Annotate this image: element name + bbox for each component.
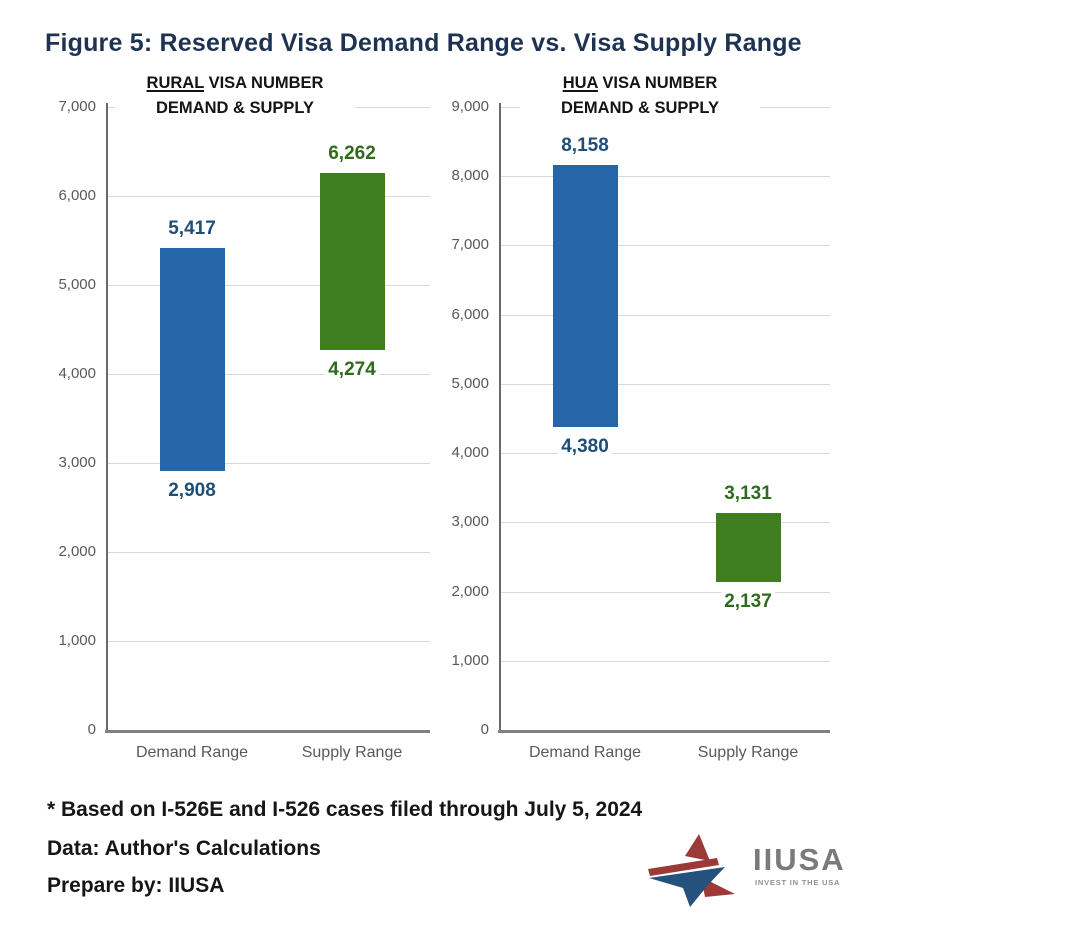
bar-low-label: 2,137 xyxy=(688,590,808,613)
y-tick-label: 3,000 xyxy=(58,454,96,471)
supply-range-bar xyxy=(319,172,385,350)
chart-title-line2: DEMAND & SUPPLY xyxy=(156,99,314,117)
iiusa-star-icon xyxy=(648,834,735,907)
chart-title: HUA VISA NUMBER DEMAND & SUPPLY xyxy=(520,71,760,121)
y-tick-label: 8,000 xyxy=(451,167,489,185)
y-tick-label: 5,000 xyxy=(451,374,489,392)
bar-high-label: 3,131 xyxy=(688,482,808,505)
y-tick-label: 1,000 xyxy=(451,651,489,669)
y-tick-label: 6,000 xyxy=(451,305,489,323)
chart-title-rest: VISA NUMBER xyxy=(597,74,718,92)
chart-title-underlined-word: HUA xyxy=(562,74,598,92)
y-tick-label: 0 xyxy=(480,721,489,738)
y-tick-label: 2,000 xyxy=(451,582,489,600)
category-label: Supply Range xyxy=(697,744,799,761)
y-gridline xyxy=(501,522,830,524)
x-axis-line xyxy=(498,730,830,733)
demand-range-bar xyxy=(552,165,618,427)
data-source-line: Data: Author's Calculations xyxy=(47,837,321,860)
bar-high-label: 5,417 xyxy=(132,217,252,240)
y-tick-label: 4,000 xyxy=(451,444,489,462)
y-tick-label: 0 xyxy=(87,721,96,738)
y-gridline xyxy=(108,374,430,375)
bar-high-label: 6,262 xyxy=(292,142,412,165)
y-tick-label: 4,000 xyxy=(58,365,96,382)
category-label: Demand Range xyxy=(528,744,642,761)
footnote: * Based on I-526E and I-526 cases filed … xyxy=(47,798,643,821)
y-gridline xyxy=(108,463,430,464)
y-tick-label: 9,000 xyxy=(451,98,489,115)
y-gridline xyxy=(501,383,830,385)
prepared-by-line: Prepare by: IIUSA xyxy=(47,874,225,897)
chart-title-rest: VISA NUMBER xyxy=(203,74,324,92)
chart-title: RURAL VISA NUMBER DEMAND & SUPPLY xyxy=(115,71,355,121)
y-tick-label: 6,000 xyxy=(58,187,96,204)
y-tick-label: 7,000 xyxy=(58,98,96,115)
x-axis-line xyxy=(105,730,430,733)
y-tick-label: 7,000 xyxy=(451,236,489,254)
bar-low-label: 4,274 xyxy=(292,358,412,381)
iiusa-wordmark: IIUSA xyxy=(753,842,846,877)
y-gridline xyxy=(501,176,830,178)
bar-low-label: 2,908 xyxy=(132,479,252,502)
y-gridline xyxy=(501,591,830,593)
iiusa-logo: IIUSA INVEST IN THE USA xyxy=(645,831,925,911)
y-gridline xyxy=(501,245,830,247)
y-axis-line xyxy=(106,103,108,731)
supply-range-bar xyxy=(715,513,781,583)
y-gridline xyxy=(108,641,430,642)
bar-low-label: 4,380 xyxy=(525,435,645,458)
iiusa-tagline: INVEST IN THE USA xyxy=(755,878,841,887)
chart-title-line2: DEMAND & SUPPLY xyxy=(561,99,719,117)
category-label: Demand Range xyxy=(135,744,249,761)
y-gridline xyxy=(501,314,830,316)
y-tick-label: 1,000 xyxy=(58,632,96,649)
y-tick-label: 3,000 xyxy=(451,513,489,531)
figure-title: Figure 5: Reserved Visa Demand Range vs.… xyxy=(45,29,802,57)
y-axis-line xyxy=(499,103,501,731)
y-gridline xyxy=(108,552,430,553)
bar-high-label: 8,158 xyxy=(525,134,645,157)
y-tick-label: 2,000 xyxy=(58,543,96,560)
demand-range-bar xyxy=(159,247,225,472)
category-label: Supply Range xyxy=(301,744,403,761)
y-gridline xyxy=(501,453,830,455)
y-gridline xyxy=(108,196,430,197)
y-gridline xyxy=(108,285,430,286)
y-tick-label: 5,000 xyxy=(58,276,96,293)
y-gridline xyxy=(501,660,830,662)
chart-title-underlined-word: RURAL xyxy=(146,74,204,92)
